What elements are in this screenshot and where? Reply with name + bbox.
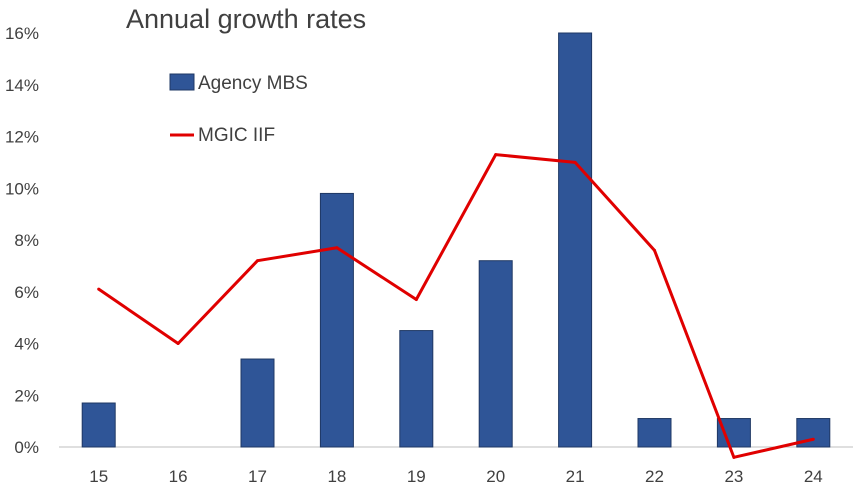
y-tick-label: 4% [14, 335, 39, 354]
legend-label-agency-mbs: Agency MBS [198, 73, 308, 94]
point-mgic-iif-18 [335, 246, 339, 250]
y-tick-label: 14% [5, 76, 39, 95]
mgic-iif-line [97, 153, 815, 459]
bar-agency-mbs-23 [716, 418, 751, 448]
bar-agency-mbs-15 [81, 402, 116, 448]
bar-agency-mbs-19 [399, 330, 434, 448]
bar-agency-mbs-21 [558, 32, 593, 448]
point-mgic-iif-23 [732, 455, 736, 459]
legend-label-mgic-iif: MGIC IIF [198, 125, 275, 146]
x-tick-label: 23 [724, 467, 743, 486]
legend-swatch-agency-mbs [169, 73, 195, 91]
point-mgic-iif-22 [653, 248, 656, 252]
bar-agency-mbs-18 [319, 192, 354, 448]
point-mgic-iif-15 [97, 287, 101, 291]
x-tick-label: 20 [486, 467, 505, 486]
bar-agency-mbs-17 [240, 358, 275, 448]
agency-mbs-bars [81, 32, 831, 448]
y-tick-label: 12% [5, 128, 39, 147]
bar-agency-mbs-20 [478, 260, 513, 448]
x-tick-label: 21 [566, 467, 585, 486]
y-tick-label: 8% [14, 231, 39, 250]
point-mgic-iif-19 [414, 298, 418, 302]
x-tick-label: 16 [169, 467, 188, 486]
y-tick-label: 0% [14, 438, 39, 457]
point-mgic-iif-16 [176, 342, 180, 345]
x-tick-label: 18 [327, 467, 346, 486]
y-tick-label: 16% [5, 24, 39, 43]
x-tick-label: 24 [804, 467, 823, 486]
legend: Agency MBS MGIC IIF [169, 73, 308, 146]
y-tick-label: 2% [14, 386, 39, 405]
point-mgic-iif-20 [494, 153, 498, 157]
x-axis: 15 16 17 18 19 20 21 22 23 24 [59, 446, 853, 486]
point-mgic-iif-17 [256, 259, 259, 263]
point-mgic-iif-24 [811, 437, 815, 441]
chart-title: Annual growth rates [126, 4, 366, 34]
x-tick-label: 19 [407, 467, 426, 486]
bar-agency-mbs-22 [637, 418, 672, 448]
x-tick-label: 15 [89, 467, 108, 486]
x-tick-label: 22 [645, 467, 664, 486]
y-tick-label: 6% [14, 283, 39, 302]
point-mgic-iif-21 [573, 160, 577, 164]
x-tick-label: 17 [248, 467, 267, 486]
y-tick-label: 10% [5, 179, 39, 198]
line-mgic-iif [97, 153, 814, 459]
y-axis: 0% 2% 4% 6% 8% 10% 12% 14% 16% [5, 24, 39, 457]
